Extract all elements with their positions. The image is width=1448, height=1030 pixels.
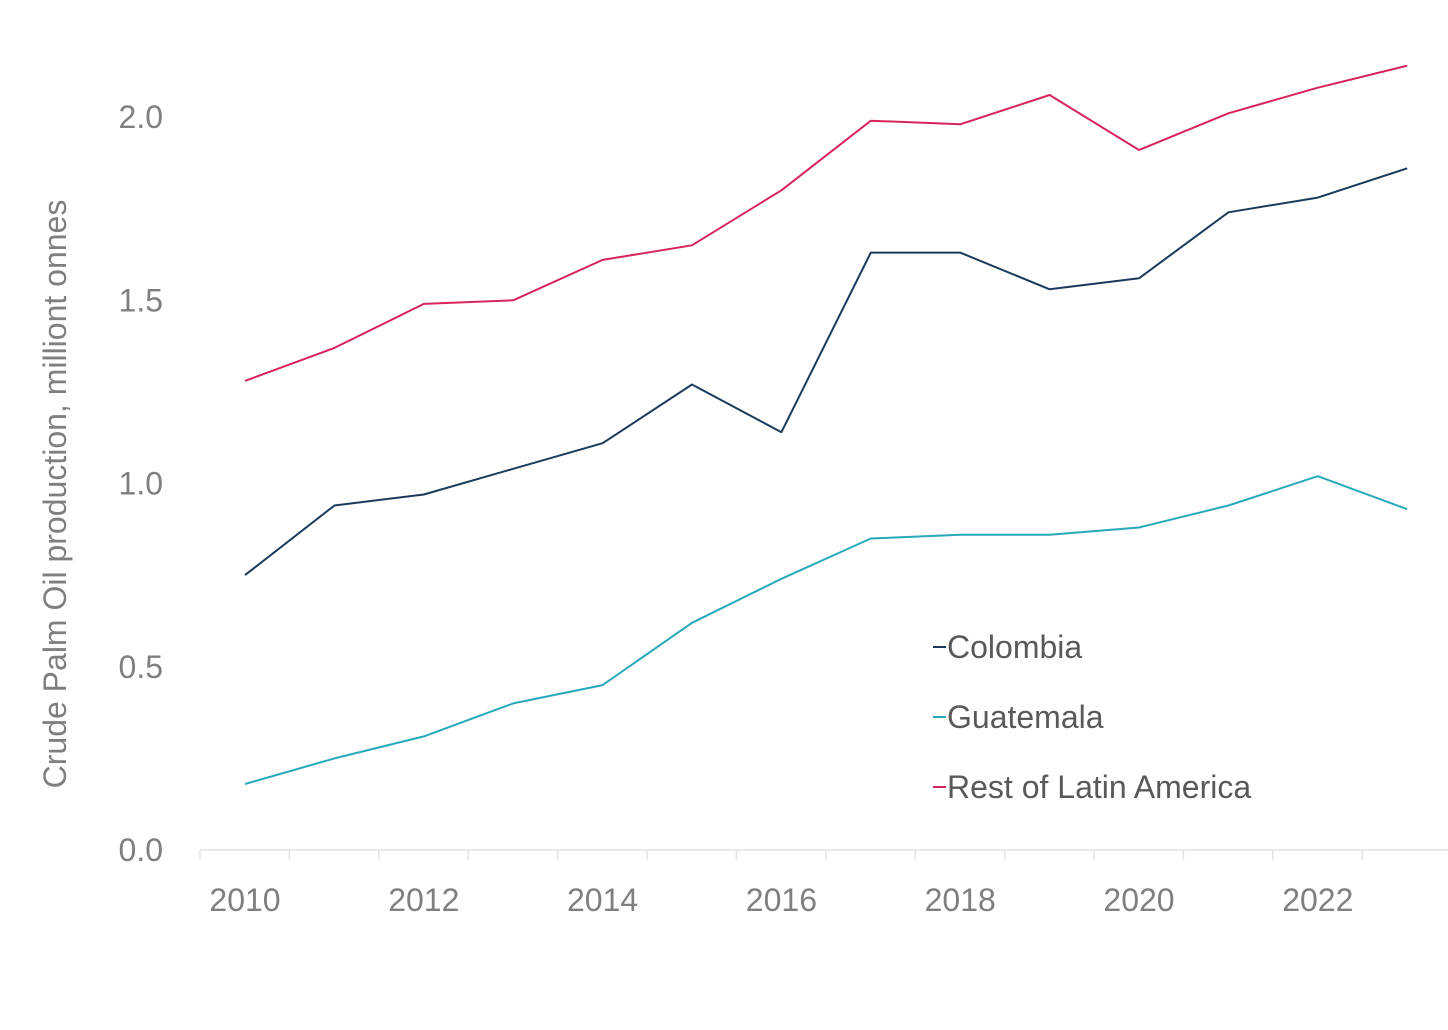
axes: 2010 2012 2014 2016 2018 2020 2022 0.0 0.5 1.0 1.5…	[119, 99, 1448, 918]
x-tick-label: 2014	[567, 882, 638, 918]
x-tick-label: 2012	[388, 882, 459, 918]
y-tick-label: 0.0	[119, 832, 163, 868]
x-tick-label: 2022	[1282, 882, 1353, 918]
y-tick-label: 0.5	[119, 649, 163, 685]
y-axis-title: Crude Palm Oil production, milliont onne…	[37, 200, 73, 789]
legend-label-rest-of-latin-america: Rest of Latin America	[947, 769, 1251, 805]
x-tick-label: 2018	[925, 882, 996, 918]
legend-label-colombia: Colombia	[947, 629, 1082, 665]
legend: Colombia Guatemala Rest of Latin America	[933, 629, 1251, 805]
series-line-rest-of-latin-america	[244, 64, 1408, 382]
x-tick-label: 2016	[746, 882, 817, 918]
x-tick-label: 2020	[1103, 882, 1174, 918]
y-tick-label: 1.0	[119, 466, 163, 502]
y-tick-label: 2.0	[119, 99, 163, 135]
series-lines	[244, 64, 1408, 785]
series-line-colombia	[244, 167, 1408, 576]
y-tick-label: 1.5	[119, 282, 163, 318]
series-line-guatemala	[244, 475, 1408, 785]
x-tick-label: 2010	[209, 882, 280, 918]
legend-label-guatemala: Guatemala	[947, 699, 1104, 735]
